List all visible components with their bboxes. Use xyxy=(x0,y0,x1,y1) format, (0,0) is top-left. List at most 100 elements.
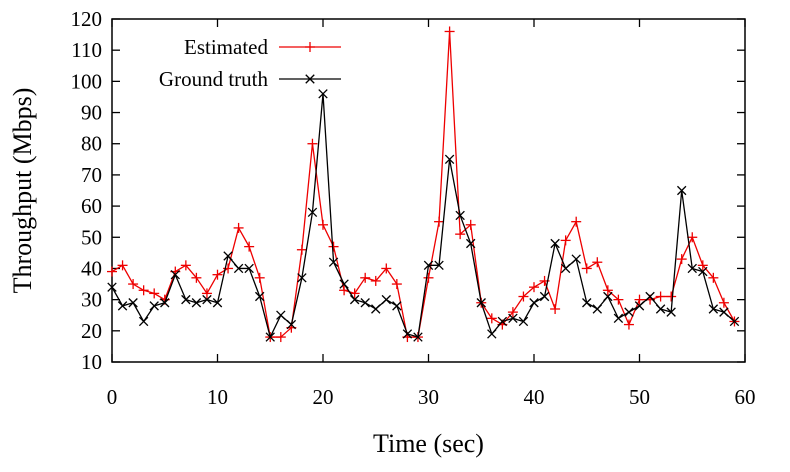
data-point-ground-truth xyxy=(476,298,486,308)
data-point-ground-truth xyxy=(318,89,328,99)
data-point-ground-truth xyxy=(349,294,360,305)
data-point-ground-truth xyxy=(191,298,202,308)
data-point-estimated xyxy=(676,254,687,265)
data-point-ground-truth xyxy=(392,301,402,311)
series-line-estimated xyxy=(111,30,736,338)
data-point-ground-truth xyxy=(170,269,181,280)
data-point-estimated xyxy=(318,219,328,230)
data-point-ground-truth xyxy=(560,263,571,274)
data-point-ground-truth xyxy=(212,298,223,308)
legend-entry-estimated: Estimated xyxy=(184,35,341,59)
data-point-estimated xyxy=(275,332,286,343)
data-point-ground-truth xyxy=(223,251,233,261)
data-point-estimated xyxy=(307,138,318,149)
data-point-ground-truth xyxy=(624,307,634,317)
data-point-ground-truth xyxy=(265,332,275,342)
legend: Estimated Ground truth xyxy=(159,35,341,91)
data-point-ground-truth xyxy=(571,254,581,264)
data-point-estimated xyxy=(507,307,518,318)
data-point-estimated xyxy=(191,272,202,283)
data-point-estimated xyxy=(339,285,350,296)
data-point-ground-truth xyxy=(708,304,719,314)
data-point-ground-truth xyxy=(107,282,117,292)
legend-marker xyxy=(305,74,315,84)
x-tick-label: 0 xyxy=(107,385,118,409)
data-point-estimated xyxy=(254,272,265,283)
data-point-ground-truth xyxy=(465,238,476,249)
data-point-ground-truth xyxy=(138,316,149,327)
data-point-estimated xyxy=(708,272,719,283)
data-point-estimated xyxy=(529,282,539,293)
y-tick-label: 40 xyxy=(81,256,102,280)
y-axis-title: Throughput (Mbps) xyxy=(8,88,37,294)
data-point-ground-truth xyxy=(539,291,550,302)
data-point-estimated xyxy=(550,303,561,314)
y-tick-label: 30 xyxy=(81,288,102,312)
data-point-estimated xyxy=(718,297,729,308)
data-point-ground-truth xyxy=(550,238,560,249)
y-tick-label: 110 xyxy=(71,38,102,62)
data-point-ground-truth xyxy=(444,154,455,165)
data-point-ground-truth xyxy=(413,332,423,342)
data-point-estimated xyxy=(602,285,613,296)
data-point-estimated xyxy=(244,241,255,252)
data-point-estimated xyxy=(465,219,476,230)
x-tick-label: 10 xyxy=(207,385,228,409)
data-point-ground-truth xyxy=(149,301,159,311)
x-tick-label: 30 xyxy=(418,385,439,409)
legend-entry-ground-truth: Ground truth xyxy=(159,67,341,91)
data-point-estimated xyxy=(560,235,571,246)
data-point-estimated xyxy=(613,294,624,305)
data-point-estimated xyxy=(212,269,223,280)
data-point-ground-truth xyxy=(645,291,655,302)
data-point-ground-truth xyxy=(613,313,624,324)
data-point-estimated xyxy=(201,288,212,299)
y-tick-label: 120 xyxy=(71,7,103,31)
legend-label-estimated: Estimated xyxy=(184,35,268,59)
data-point-ground-truth xyxy=(233,263,244,274)
data-point-ground-truth xyxy=(603,291,613,302)
legend-label-ground-truth: Ground truth xyxy=(159,67,269,91)
data-point-ground-truth xyxy=(117,301,128,311)
data-point-estimated xyxy=(107,266,117,277)
data-point-ground-truth xyxy=(381,294,392,305)
data-point-estimated xyxy=(697,260,708,271)
y-tick-label: 90 xyxy=(81,101,102,125)
y-tick-label: 10 xyxy=(81,350,102,374)
data-point-estimated xyxy=(687,232,698,243)
data-point-ground-truth xyxy=(634,301,645,311)
x-tick-label: 50 xyxy=(629,385,650,409)
data-point-ground-truth xyxy=(698,266,708,277)
data-point-estimated xyxy=(455,229,466,240)
data-point-ground-truth xyxy=(328,257,339,267)
data-point-ground-truth xyxy=(402,329,413,339)
data-point-ground-truth xyxy=(339,279,349,289)
data-point-ground-truth xyxy=(286,319,297,330)
data-point-ground-truth xyxy=(455,210,465,221)
legend-marker xyxy=(305,42,315,52)
data-point-estimated xyxy=(180,260,191,271)
y-tick-label: 70 xyxy=(81,163,102,187)
y-tick-label: 50 xyxy=(81,225,102,249)
data-point-ground-truth xyxy=(423,260,434,271)
data-point-ground-truth xyxy=(655,304,666,314)
data-point-estimated xyxy=(349,288,360,299)
y-tick-label: 100 xyxy=(71,69,103,93)
data-point-ground-truth xyxy=(276,310,286,320)
data-point-ground-truth xyxy=(202,294,212,305)
data-point-estimated xyxy=(128,279,139,290)
data-point-estimated xyxy=(592,257,603,268)
data-point-ground-truth xyxy=(497,316,508,327)
legend-swatch-estimated xyxy=(279,42,341,52)
data-point-estimated xyxy=(666,291,677,302)
data-point-estimated xyxy=(581,263,592,274)
data-point-estimated xyxy=(655,291,666,302)
data-point-ground-truth xyxy=(582,298,592,308)
data-point-ground-truth xyxy=(687,263,697,274)
data-point-estimated xyxy=(328,241,339,252)
data-point-estimated xyxy=(117,260,128,271)
x-tick-label: 40 xyxy=(524,385,545,409)
data-point-ground-truth xyxy=(181,294,191,305)
